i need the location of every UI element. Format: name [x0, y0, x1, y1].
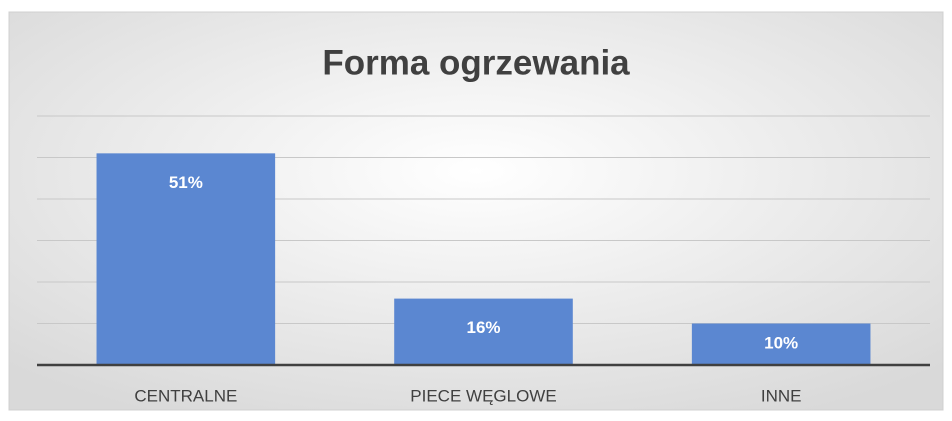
data-label: 10% — [764, 334, 798, 353]
x-tick-label: PIECE WĘGLOWE — [410, 386, 556, 405]
x-tick-label: INNE — [761, 386, 802, 405]
bar — [96, 153, 276, 365]
x-tick-label: CENTRALNE — [134, 386, 237, 405]
data-label: 51% — [169, 173, 203, 192]
bar — [394, 298, 573, 365]
data-label: 16% — [466, 318, 500, 337]
bar — [691, 323, 871, 365]
chart-title: Forma ogrzewania — [322, 43, 630, 82]
